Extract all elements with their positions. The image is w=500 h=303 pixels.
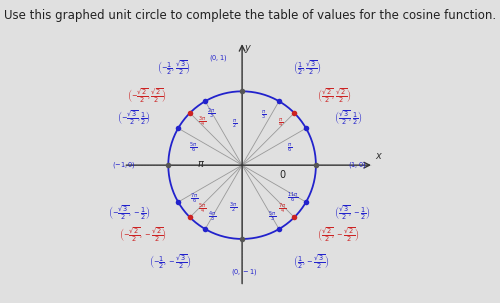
Text: $\pi$: $\pi$ bbox=[198, 159, 205, 169]
Text: $\left(\dfrac{\sqrt{3}}{2}, -\dfrac{1}{2}\right)$: $\left(\dfrac{\sqrt{3}}{2}, -\dfrac{1}{2… bbox=[334, 203, 370, 222]
Text: $\left(\dfrac{\sqrt{2}}{2}, -\dfrac{\sqrt{2}}{2}\right)$: $\left(\dfrac{\sqrt{2}}{2}, -\dfrac{\sqr… bbox=[317, 225, 360, 244]
Text: $\frac{\pi}{4}$: $\frac{\pi}{4}$ bbox=[278, 116, 283, 129]
Text: $x$: $x$ bbox=[375, 151, 384, 161]
Text: $\frac{\pi}{6}$: $\frac{\pi}{6}$ bbox=[286, 141, 292, 154]
Text: $\left(-\dfrac{\sqrt{2}}{2}, \dfrac{\sqrt{2}}{2}\right)$: $\left(-\dfrac{\sqrt{2}}{2}, \dfrac{\sqr… bbox=[128, 86, 168, 105]
Text: $(-1, 0)$: $(-1, 0)$ bbox=[112, 160, 136, 170]
Text: Use this graphed unit circle to complete the table of values for the cosine func: Use this graphed unit circle to complete… bbox=[4, 9, 496, 22]
Text: $\frac{5\pi}{6}$: $\frac{5\pi}{6}$ bbox=[189, 141, 198, 155]
Text: $\left(-\dfrac{\sqrt{3}}{2}, -\dfrac{1}{2}\right)$: $\left(-\dfrac{\sqrt{3}}{2}, -\dfrac{1}{… bbox=[108, 203, 150, 222]
Text: $\frac{4\pi}{3}$: $\frac{4\pi}{3}$ bbox=[208, 210, 216, 224]
Text: $(0, -1)$: $(0, -1)$ bbox=[232, 268, 258, 278]
Text: $\frac{\pi}{3}$: $\frac{\pi}{3}$ bbox=[261, 108, 266, 121]
Text: $\frac{7\pi}{4}$: $\frac{7\pi}{4}$ bbox=[278, 201, 286, 216]
Text: $0$: $0$ bbox=[279, 168, 286, 180]
Text: $\left(\dfrac{1}{2}, -\dfrac{\sqrt{3}}{2}\right)$: $\left(\dfrac{1}{2}, -\dfrac{\sqrt{3}}{2… bbox=[293, 253, 330, 271]
Text: $\frac{\pi}{2}$: $\frac{\pi}{2}$ bbox=[232, 117, 237, 130]
Text: $\left(\dfrac{\sqrt{3}}{2}, \dfrac{1}{2}\right)$: $\left(\dfrac{\sqrt{3}}{2}, \dfrac{1}{2}… bbox=[334, 108, 362, 127]
Text: $\left(-\dfrac{\sqrt{2}}{2}, -\dfrac{\sqrt{2}}{2}\right)$: $\left(-\dfrac{\sqrt{2}}{2}, -\dfrac{\sq… bbox=[120, 225, 168, 244]
Text: $\left(-\dfrac{1}{2}, -\dfrac{\sqrt{3}}{2}\right)$: $\left(-\dfrac{1}{2}, -\dfrac{\sqrt{3}}{… bbox=[149, 253, 191, 271]
Text: $\frac{5\pi}{4}$: $\frac{5\pi}{4}$ bbox=[198, 201, 206, 216]
Text: $\left(-\dfrac{1}{2}, \dfrac{\sqrt{3}}{2}\right)$: $\left(-\dfrac{1}{2}, \dfrac{\sqrt{3}}{2… bbox=[157, 59, 191, 77]
Text: $y$: $y$ bbox=[244, 42, 252, 55]
Text: $\frac{5\pi}{3}$: $\frac{5\pi}{3}$ bbox=[268, 210, 276, 224]
Text: $\frac{3\pi}{4}$: $\frac{3\pi}{4}$ bbox=[198, 115, 206, 129]
Text: $\left(\dfrac{1}{2}, \dfrac{\sqrt{3}}{2}\right)$: $\left(\dfrac{1}{2}, \dfrac{\sqrt{3}}{2}… bbox=[293, 59, 322, 77]
Text: $\frac{7\pi}{6}$: $\frac{7\pi}{6}$ bbox=[190, 191, 198, 205]
Text: $\frac{11\pi}{6}$: $\frac{11\pi}{6}$ bbox=[286, 191, 298, 205]
Text: $\frac{2\pi}{3}$: $\frac{2\pi}{3}$ bbox=[208, 107, 216, 121]
Text: $\left(\dfrac{\sqrt{2}}{2}, \dfrac{\sqrt{2}}{2}\right)$: $\left(\dfrac{\sqrt{2}}{2}, \dfrac{\sqrt… bbox=[317, 86, 351, 105]
Text: $(1, 0)$: $(1, 0)$ bbox=[348, 160, 366, 170]
Text: $\frac{3\pi}{2}$: $\frac{3\pi}{2}$ bbox=[228, 201, 237, 215]
Text: $(0, 1)$: $(0, 1)$ bbox=[209, 53, 228, 63]
Text: $\left(-\dfrac{\sqrt{3}}{2}, \dfrac{1}{2}\right)$: $\left(-\dfrac{\sqrt{3}}{2}, \dfrac{1}{2… bbox=[116, 108, 150, 127]
